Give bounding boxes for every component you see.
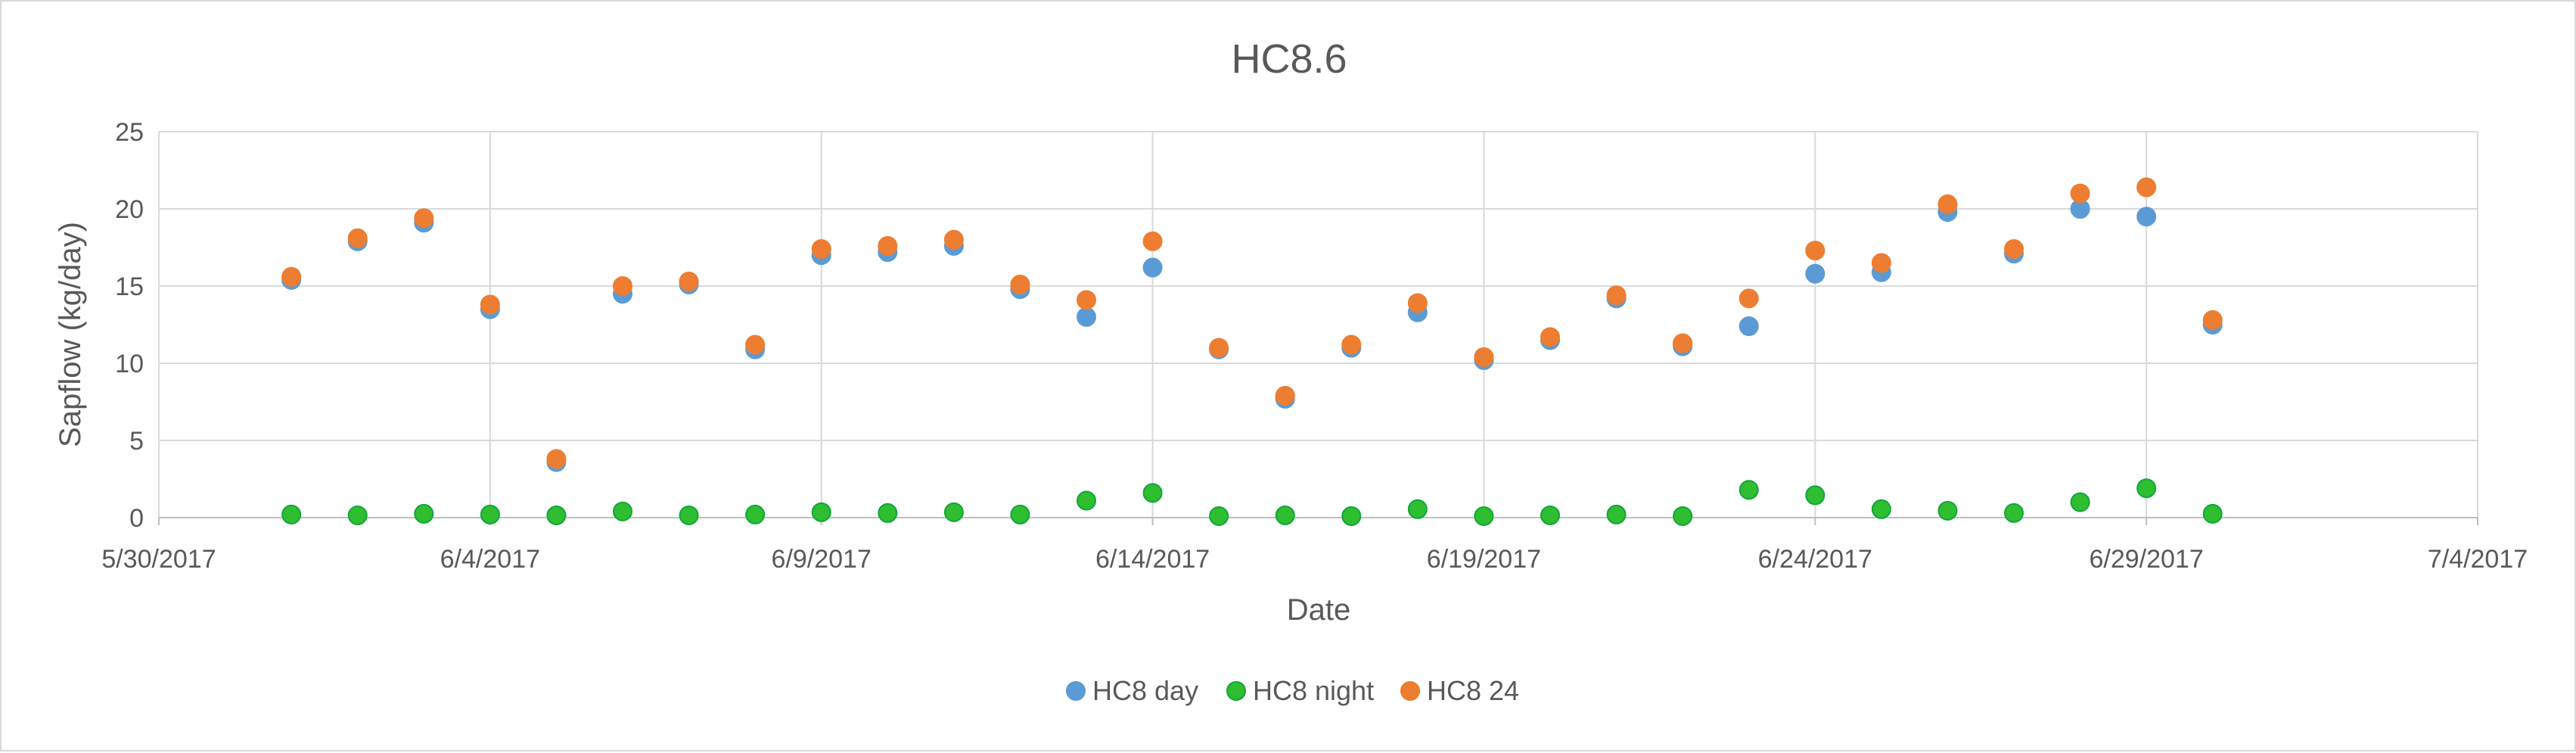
data-point (1540, 505, 1560, 525)
data-point (1805, 485, 1826, 506)
data-point (1474, 347, 1494, 367)
x-tick-label: 6/24/2017 (1758, 545, 1872, 574)
gridlines (158, 131, 2478, 518)
data-point (1341, 334, 1362, 355)
data-point (1540, 327, 1560, 347)
data-point (811, 239, 831, 260)
data-point (1673, 333, 1693, 353)
x-tick-label: 5/30/2017 (101, 545, 216, 574)
data-point (2004, 503, 2024, 523)
x-tick-label: 6/9/2017 (772, 545, 872, 574)
data-point (2070, 183, 2090, 204)
data-point (2202, 503, 2223, 524)
legend: HC8 day HC8 night HC8 24 (1066, 675, 1519, 706)
axes (158, 517, 2478, 525)
data-point (1407, 293, 1428, 313)
data-point (1739, 288, 1759, 309)
data-point (1606, 504, 1627, 524)
y-axis-title: Sapflow (kg/day) (54, 222, 87, 447)
legend-marker (1066, 681, 1086, 701)
data-point (613, 276, 632, 296)
data-point (1739, 480, 1759, 500)
data-point (2136, 177, 2157, 198)
data-point (1077, 306, 1096, 327)
series-hc8-24 (281, 177, 2223, 469)
data-point (745, 504, 766, 524)
x-tick-label: 6/29/2017 (2090, 545, 2204, 574)
legend-marker (1226, 681, 1246, 701)
data-point (1474, 506, 1494, 526)
data-point (1805, 241, 1826, 261)
legend-label: HC8 day (1092, 675, 1198, 706)
data-point (1341, 506, 1362, 526)
series-hc8-day (281, 199, 2223, 472)
data-point (480, 504, 500, 524)
data-point (2202, 310, 2223, 330)
data-point (1407, 499, 1428, 519)
data-point (1142, 257, 1163, 278)
data-point (2004, 239, 2024, 260)
data-point (679, 271, 699, 291)
data-point (1275, 505, 1295, 525)
y-tick-label: 20 (115, 195, 144, 224)
x-tick-label: 6/4/2017 (440, 545, 540, 574)
data-point (943, 502, 964, 522)
x-tick-label: 6/14/2017 (1095, 545, 1210, 574)
data-point (745, 334, 766, 355)
x-tick-labels: 5/30/2017 6/4/2017 6/9/2017 6/14/2017 6/19/2… (101, 545, 2528, 574)
data-point (281, 504, 302, 524)
data-point (1010, 504, 1030, 524)
y-tick-label: 0 (129, 504, 144, 533)
data-point (1871, 499, 1891, 519)
legend-marker (1400, 681, 1420, 701)
data-point (414, 503, 434, 524)
data-point (546, 505, 567, 525)
legend-label: HC8 night (1253, 675, 1374, 706)
data-point (878, 503, 898, 523)
data-point (1871, 253, 1891, 273)
data-point (943, 229, 964, 250)
data-point (1673, 506, 1693, 526)
x-tick-label: 7/4/2017 (2428, 545, 2528, 574)
data-point (1937, 500, 1958, 521)
data-point (1937, 194, 1958, 214)
data-point (347, 228, 368, 248)
data-point (613, 501, 632, 521)
data-points (281, 177, 2223, 526)
data-point (414, 208, 434, 229)
data-point (811, 502, 831, 522)
data-point (480, 294, 500, 315)
data-point (1209, 506, 1229, 526)
data-point (2136, 478, 2157, 499)
x-axis-title: Date (1287, 593, 1351, 627)
chart-title: HC8.6 (1231, 36, 1347, 82)
data-point (281, 266, 302, 287)
legend-label: HC8 24 (1427, 675, 1519, 706)
data-point (878, 235, 898, 256)
data-point (1209, 338, 1229, 358)
data-point (1606, 285, 1627, 306)
data-point (1739, 316, 1759, 337)
data-point (2136, 207, 2157, 227)
data-point (1275, 385, 1295, 406)
data-point (1805, 263, 1826, 284)
data-point (347, 505, 368, 525)
y-tick-labels: 0 5 10 15 20 25 (115, 118, 144, 533)
y-tick-label: 15 (115, 272, 144, 301)
x-tick-label: 6/19/2017 (1427, 545, 1541, 574)
data-point (1142, 231, 1163, 251)
series-hc8-night (281, 478, 2223, 526)
data-point (1010, 274, 1030, 294)
data-point (679, 505, 699, 525)
y-tick-label: 10 (115, 350, 144, 378)
data-point (1077, 490, 1096, 511)
data-point (1142, 483, 1163, 503)
y-tick-label: 25 (115, 118, 144, 147)
y-tick-label: 5 (129, 427, 144, 456)
data-point (1077, 290, 1096, 310)
data-point (546, 449, 567, 469)
data-point (2070, 492, 2090, 512)
